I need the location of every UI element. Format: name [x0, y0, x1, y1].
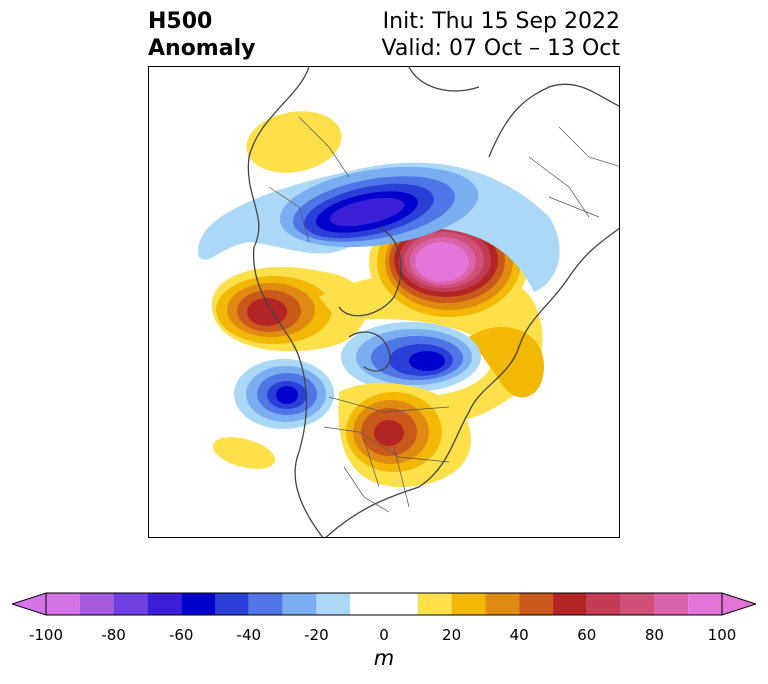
colorbar-segment [181, 593, 215, 615]
map-panel [148, 66, 620, 538]
title-right: Init: Thu 15 Sep 2022 Valid: 07 Oct – 13… [382, 8, 620, 62]
colorbar-segment [688, 593, 722, 615]
coastlines [247, 67, 619, 537]
colorbar-extend-max [721, 592, 756, 616]
colorbar-segment [46, 593, 80, 615]
anomaly-map [198, 67, 619, 537]
colorbar-tick-label: -60 [168, 626, 194, 644]
colorbar-segment [215, 593, 249, 615]
colorbar-tick-label: -40 [236, 626, 262, 644]
colorbar-tick-label: 60 [577, 626, 597, 644]
colorbar-segment [113, 593, 148, 615]
anomaly-positive-east-asia [246, 111, 342, 173]
colorbar-units: m [373, 646, 395, 670]
colorbar-segment [553, 593, 587, 615]
colorbar-tick-label: 40 [509, 626, 529, 644]
colorbar-segment [248, 593, 283, 615]
colorbar-tick-label: 80 [644, 626, 664, 644]
colorbar-tick-label: -20 [304, 626, 329, 644]
colorbar-segment [519, 593, 553, 615]
colorbar-tick-label: 20 [442, 626, 462, 644]
colorbar-tick-label: -100 [28, 626, 64, 644]
colorbar-segment [282, 593, 317, 615]
colorbar-tick-label: -80 [101, 626, 126, 644]
title-variable: H500 [148, 9, 213, 34]
colorbar-segment [316, 593, 351, 615]
political-borders [268, 116, 619, 513]
colorbar-segment [79, 593, 114, 615]
colorbar-segment [620, 593, 655, 615]
title-left: H500 Anomaly [148, 8, 255, 62]
init-date: Init: Thu 15 Sep 2022 [382, 9, 620, 34]
colorbar-segment [417, 593, 452, 615]
title-type: Anomaly [148, 36, 256, 61]
colorbar-segment [586, 593, 621, 615]
anomaly-positive-small-sw [212, 437, 276, 469]
colorbar-segment [451, 593, 486, 615]
colorbar-segment [485, 593, 520, 615]
colorbar-tick-label: 0 [379, 626, 389, 644]
colorbar-segment [147, 593, 182, 615]
colorbar-extend-min [12, 592, 47, 616]
colorbar-segment [350, 593, 418, 615]
colorbar [12, 592, 756, 616]
colorbar-outline [45, 592, 723, 616]
colorbar-segment [654, 593, 689, 615]
valid-range: Valid: 07 Oct – 13 Oct [381, 36, 620, 61]
anomaly-negative-gulf-alaska [234, 359, 334, 429]
colorbar-tick-label: 100 [707, 626, 737, 644]
